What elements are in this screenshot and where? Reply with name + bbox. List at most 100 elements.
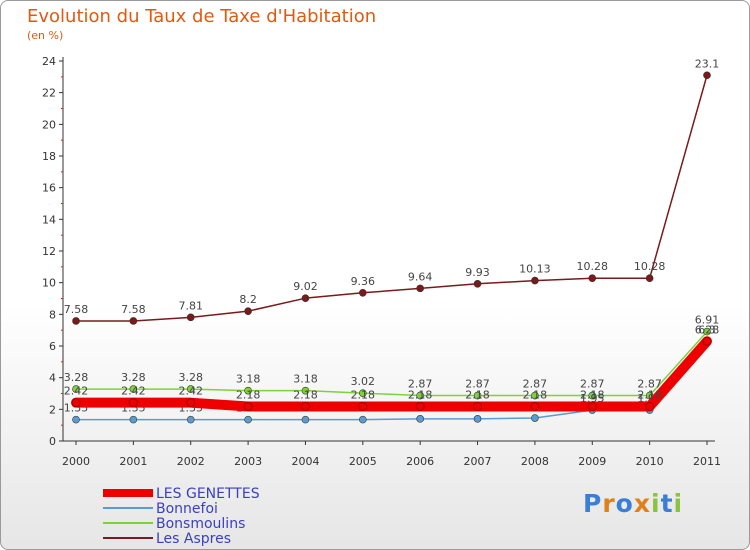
data-label: 2.87 [523, 378, 548, 391]
y-tick-label: 18 [42, 150, 56, 163]
data-point [531, 391, 539, 400]
data-label: 3.02 [351, 375, 376, 388]
data-label: 2.18 [408, 388, 433, 401]
data-point [301, 415, 310, 424]
y-tick-label: 10 [42, 277, 56, 290]
x-tick-label: 2007 [464, 455, 492, 468]
y-tick-label: 14 [42, 213, 56, 226]
y-tick-label: 4 [49, 372, 56, 385]
data-label: 9.93 [465, 266, 490, 279]
data-label: 2.42 [121, 385, 146, 398]
data-label: 2.87 [580, 378, 605, 391]
data-point [186, 415, 195, 424]
y-tick-label: 24 [42, 55, 56, 68]
data-point [244, 415, 252, 424]
y-axis-unit-label: (en %) [27, 29, 64, 42]
x-tick-label: 2010 [636, 455, 664, 468]
data-label: 9.36 [351, 275, 376, 288]
data-point [359, 288, 367, 297]
data-label: 8.2 [239, 293, 257, 306]
x-tick-label: 2000 [62, 455, 90, 468]
data-label: 7.58 [64, 303, 89, 316]
data-point [186, 313, 195, 322]
x-tick-label: 2003 [234, 455, 262, 468]
x-tick-label: 2004 [291, 455, 319, 468]
data-point [531, 414, 539, 422]
x-tick-label: 2009 [578, 455, 606, 468]
data-point [473, 415, 482, 423]
data-label: 3.28 [178, 371, 203, 384]
data-point [416, 415, 424, 423]
data-point [301, 294, 310, 302]
x-tick-label: 2002 [177, 455, 205, 468]
data-point [186, 398, 196, 408]
data-label: 2.18 [351, 388, 376, 401]
logo-letter: t [660, 489, 674, 518]
data-point [244, 307, 252, 315]
y-tick-label: 22 [42, 87, 56, 100]
data-label: 6.3 [698, 323, 716, 336]
data-point [301, 386, 310, 395]
data-point [243, 401, 253, 411]
data-point [531, 276, 539, 285]
data-point [72, 385, 80, 393]
data-label: 2.18 [293, 388, 318, 401]
y-tick-label: 0 [49, 435, 56, 448]
data-point [359, 415, 367, 424]
data-label: 2.18 [523, 388, 548, 401]
x-tick-label: 2005 [349, 455, 377, 468]
logo-letter: P [583, 489, 603, 518]
data-label: 2.42 [178, 385, 203, 398]
data-label: 2.18 [236, 388, 261, 401]
data-point [587, 401, 597, 411]
legend-label: Les Aspres [156, 531, 231, 547]
data-point [358, 401, 368, 411]
data-label: 3.18 [293, 373, 318, 386]
data-point [72, 415, 80, 424]
y-tick-label: 20 [42, 118, 56, 131]
data-point [530, 401, 540, 411]
logo-letter: x [633, 489, 651, 518]
legend-label: LES GENETTES [156, 486, 260, 502]
legend-label: Bonnefoi [156, 501, 218, 517]
data-label: 2.18 [580, 388, 605, 401]
proxiti-logo: Proxiti [583, 489, 683, 518]
data-label: 7.58 [121, 303, 146, 316]
data-label: 9.64 [408, 270, 433, 283]
data-point [703, 71, 711, 80]
logo-letter: o [615, 489, 634, 518]
data-point [129, 317, 138, 325]
data-point [588, 391, 597, 400]
y-tick-label: 8 [49, 308, 56, 321]
data-label: 6.28 [695, 324, 720, 337]
data-label: 2.87 [408, 378, 433, 391]
logo-letter: r [602, 489, 616, 518]
series-les-aspres: 7.58 7.58 7.81 8.2 9.02 9.36 9.64 9.93 10.13 10.2… [64, 57, 720, 325]
data-point [244, 386, 252, 395]
series-line [71, 336, 712, 412]
data-label: 10.13 [519, 263, 551, 276]
data-point [416, 391, 424, 400]
series-les-genettes: 2.42 2.42 2.42 2.18 2.18 2.18 2.18 2.18 2.18 2.18… [64, 323, 716, 412]
data-label: 6.91 [695, 314, 720, 327]
data-point [473, 279, 482, 288]
data-point [71, 398, 81, 408]
y-tick-label: 2 [49, 403, 56, 416]
data-point [473, 391, 482, 400]
data-label: 23.1 [695, 57, 720, 70]
data-point [129, 415, 138, 424]
data-point [72, 317, 80, 325]
x-tick-label: 2008 [521, 455, 549, 468]
data-label: 10.28 [577, 260, 609, 273]
data-label: 3.28 [64, 371, 89, 384]
data-point [186, 385, 195, 393]
logo-letter: i [651, 489, 661, 518]
data-label: 2.18 [637, 388, 662, 401]
data-label: 10.28 [634, 260, 666, 273]
data-label: 9.02 [293, 280, 318, 293]
logo-letter: i [673, 489, 684, 518]
series-bonsmoulins: 3.28 3.28 3.28 3.18 3.18 3.02 2.87 2.87 2.87 2.87… [64, 314, 720, 400]
x-tick-label: 2011 [693, 455, 721, 468]
